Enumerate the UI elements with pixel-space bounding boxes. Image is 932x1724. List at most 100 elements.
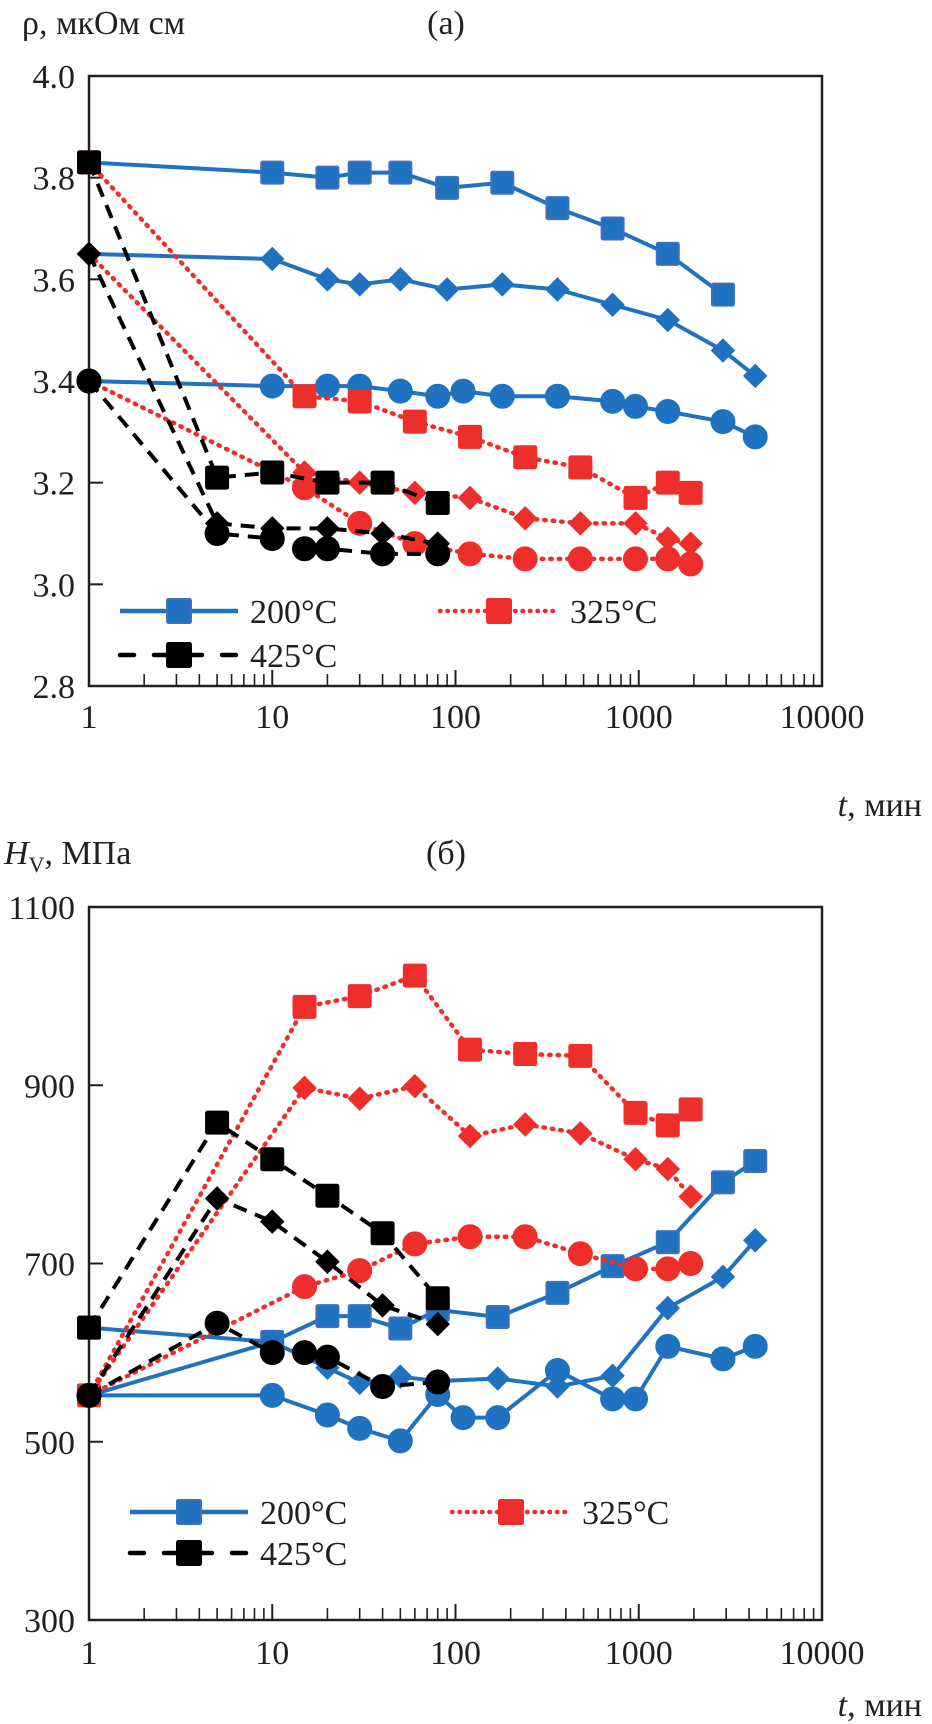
data-point-325-circle [655,1256,681,1282]
data-point-325-circle [512,1224,538,1250]
data-point-200-circle [347,1415,373,1441]
data-point-200-square [655,1230,680,1255]
panel-label-b: (б) [426,835,466,872]
legend-item-200: 200°C [120,594,337,631]
data-point-425-square [315,470,340,495]
series-line-200-diamond [88,251,757,378]
data-point-200-square [655,241,680,266]
x-axis-label-b: t, мин [838,1687,922,1724]
x-tick-label: 1000 [605,1635,673,1672]
data-point-325-square [458,1037,483,1062]
data-point-325-circle [292,1274,318,1300]
data-point-200-circle [544,1357,570,1383]
data-point-200-diamond [388,267,413,292]
legend-item-325: 325°C [437,594,657,631]
data-point-325-diamond [457,1123,483,1149]
data-point-200-diamond [434,277,460,302]
data-point-200-circle [655,1333,681,1359]
data-point-200-diamond [545,277,570,302]
data-point-200-square [545,196,570,221]
data-point-425-diamond [370,1293,395,1318]
y-axis-label-a: ρ, мкОм см [22,5,185,42]
data-point-325-diamond [512,1112,538,1137]
series-line-425-diamond [87,1196,439,1397]
data-point-325-square [292,384,317,409]
data-point-325-diamond [292,1075,317,1101]
data-point-200-circle [489,383,515,409]
x-axis-label-var-b: t [838,1687,849,1724]
data-point-200-circle [623,393,649,419]
data-point-200-diamond [710,1264,736,1290]
data-point-425-circle [292,1340,318,1366]
data-point-200-diamond [315,267,340,292]
plot-area-a: 2.8 3.0 3.2 3.4 3.6 3.8 4.0 1 10 100 1000 10000 200°… [33,59,865,736]
data-point-325-circle [292,475,318,501]
legend-label: 325°C [570,594,657,631]
data-point-425-circle [76,1382,102,1408]
data-point-325-circle [347,1258,373,1284]
data-point-425-circle [425,1369,451,1395]
data-point-200-diamond [347,272,372,297]
data-point-200-circle [742,424,768,450]
data-point-425-diamond [76,241,102,267]
data-point-425-square [77,1315,101,1340]
data-point-325-square [623,485,648,510]
data-point-200-circle [623,1386,649,1412]
data-point-325-square [292,994,317,1019]
data-point-425-circle [370,541,396,567]
y-tick-label: 4.0 [33,59,76,96]
data-point-325-square [678,480,703,505]
data-point-325-circle [655,546,681,572]
legend-marker-square [166,598,192,624]
legend-item-325: 325°C [449,1495,669,1532]
data-point-200-square [490,170,515,195]
data-point-425-square [425,1286,450,1311]
data-point-425-circle [370,1373,396,1399]
data-point-425-square [315,1183,340,1208]
data-point-200-square [388,1316,413,1341]
series-line-425-square [87,161,439,505]
data-point-200-circle [314,373,340,399]
data-point-425-square [260,460,285,485]
data-point-325-circle [678,1251,704,1276]
data-point-425-square [425,491,450,515]
data-point-200-circle [544,383,570,409]
legend-label: 200°C [260,1495,347,1532]
legend-marker-square [176,1540,202,1566]
x-axis-label-a: t, мин [838,787,922,824]
data-point-425-square [205,465,230,490]
y-tick-label: 3.6 [33,262,76,299]
data-point-200-square [315,165,340,190]
data-point-325-diamond [347,1086,372,1111]
data-point-425-circle [204,521,230,546]
legend-label: 425°C [250,638,337,675]
data-point-325-diamond [623,1146,648,1172]
data-point-325-diamond [402,1073,428,1099]
data-point-200-diamond [388,1364,413,1389]
legend-label: 425°C [260,1536,347,1573]
data-point-200-circle [387,1428,413,1454]
y-tick-label: 500 [24,1425,75,1462]
y-axis-label-var-b: H [3,835,31,872]
plot-area-b: 300 500 700 900 1100 1 10 100 1000 10000 200°C 325°… [8,890,864,1672]
data-point-325-square [623,1100,648,1125]
data-point-325-square [655,1113,680,1138]
panel-label-a: (а) [427,5,465,42]
data-point-200-circle [450,378,476,404]
legend-marker-square [176,1499,202,1525]
y-tick-label: 3.0 [33,567,76,604]
y-tick-label: 1100 [8,890,75,927]
data-point-200-circle [425,383,451,409]
data-point-200-diamond [710,338,736,363]
data-point-325-diamond [655,1156,681,1182]
data-point-200-square [710,282,735,307]
data-point-425-square [205,1110,230,1135]
data-point-200-diamond [655,307,681,333]
data-point-425-circle [204,1310,230,1336]
data-point-425-diamond [425,1311,450,1337]
series-line-425-diamond [87,253,439,546]
data-point-325-circle [457,1224,483,1250]
data-point-200-square [388,160,413,185]
data-point-425-square [370,470,395,495]
data-point-200-square [315,1304,340,1329]
